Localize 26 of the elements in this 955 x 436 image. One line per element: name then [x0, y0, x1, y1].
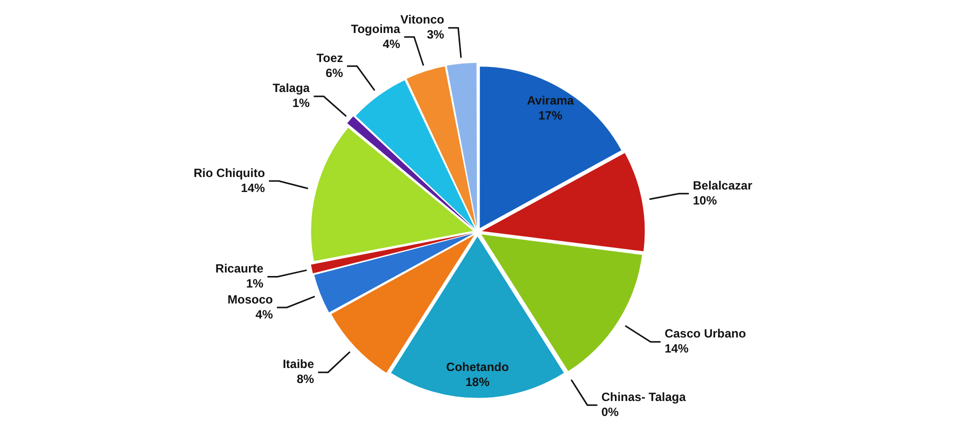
data-label: 1%: [246, 276, 264, 291]
data-label: 4%: [382, 36, 400, 51]
data-label: 14%: [240, 180, 266, 195]
slice-label: Vitonco: [400, 12, 444, 27]
data-label: 3%: [426, 28, 445, 42]
slice-label: Cohetando: [446, 360, 509, 374]
slice-label: Toez: [316, 50, 344, 65]
legend-label: Chinas- Talaga: [601, 390, 686, 404]
slice-label: Togoima: [351, 22, 400, 36]
slice-label: Ricaurte: [215, 262, 264, 276]
slice-label: Belalcazar: [692, 178, 753, 192]
data-label: 6%: [326, 66, 344, 80]
data-label: 4%: [256, 307, 274, 322]
slice-label: Talaga: [272, 81, 310, 96]
data-label: 17%: [538, 108, 563, 123]
slice-label: Mosoco: [228, 292, 273, 306]
data-label: 18%: [465, 375, 490, 390]
slice-label: Rio Chiquito: [194, 166, 265, 180]
slice-label: Casco Urbano: [664, 326, 746, 341]
data-label: 8%: [296, 372, 314, 386]
data-label: 14%: [664, 342, 689, 356]
slice-label: Avirama: [526, 94, 574, 108]
slice-label: Itaibe: [282, 357, 314, 372]
text: 0%: [601, 404, 619, 419]
data-label: 10%: [692, 193, 718, 208]
data-label: 1%: [292, 96, 310, 110]
